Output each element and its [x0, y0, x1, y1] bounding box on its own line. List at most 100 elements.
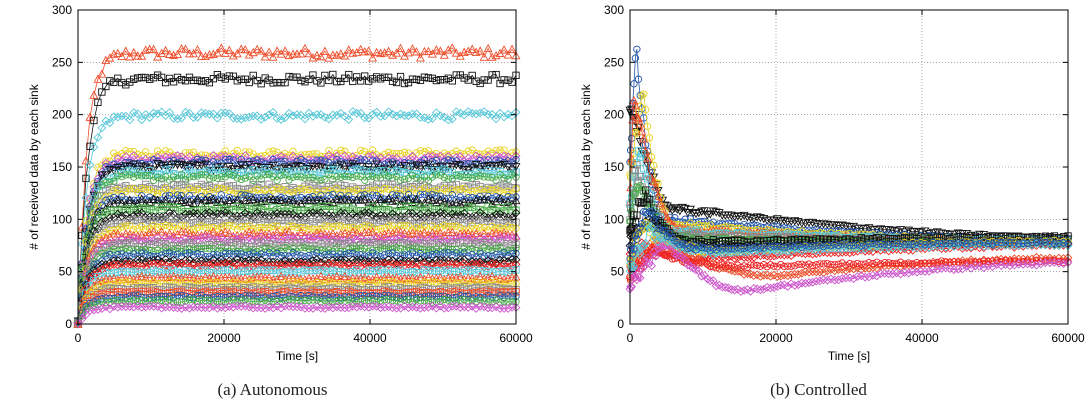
data-point — [630, 80, 638, 88]
data-point — [471, 151, 481, 161]
data-point — [365, 247, 373, 255]
data-point — [289, 73, 297, 81]
data-point — [655, 198, 665, 207]
data-point — [720, 253, 730, 263]
data-point — [357, 251, 365, 259]
data-point — [121, 229, 131, 238]
data-point — [443, 260, 453, 270]
data-point — [472, 278, 480, 286]
data-point — [102, 229, 110, 237]
data-point — [435, 228, 445, 237]
data-point — [467, 259, 477, 269]
data-point — [344, 162, 354, 171]
data-point — [193, 112, 202, 122]
data-point — [508, 78, 516, 86]
data-point — [221, 168, 229, 176]
data-point — [329, 284, 337, 292]
data-point — [269, 203, 277, 212]
data-point — [361, 191, 369, 199]
data-point — [420, 156, 429, 164]
data-point — [177, 226, 186, 236]
data-point — [464, 183, 472, 191]
data-point — [301, 241, 309, 249]
data-point — [408, 228, 417, 237]
data-point — [137, 208, 147, 218]
data-point — [321, 71, 329, 80]
data-point — [161, 161, 171, 170]
data-point — [213, 174, 222, 182]
data-point — [105, 213, 115, 223]
data-point — [357, 298, 365, 306]
data-point — [380, 245, 389, 253]
data-point — [372, 298, 381, 306]
data-point — [860, 225, 870, 234]
data-point — [392, 195, 401, 204]
data-point — [253, 185, 261, 194]
data-point — [634, 123, 643, 133]
x-axis-label: Time [s] — [276, 349, 318, 363]
data-point — [416, 224, 425, 233]
data-point — [424, 203, 433, 212]
data-point — [733, 253, 743, 263]
data-point — [424, 247, 433, 255]
x-tick-label: 20000 — [207, 331, 241, 345]
data-point — [488, 71, 496, 79]
data-point — [157, 180, 166, 188]
data-point — [819, 235, 828, 243]
data-point — [471, 259, 481, 269]
data-point — [633, 161, 641, 169]
data-point — [408, 171, 417, 180]
data-point — [169, 298, 178, 306]
data-point — [317, 79, 325, 87]
data-point — [384, 46, 394, 55]
data-point — [309, 218, 317, 226]
data-point — [365, 77, 373, 85]
data-point — [145, 259, 155, 269]
data-point — [232, 48, 242, 58]
data-point — [353, 290, 361, 298]
data-point — [416, 289, 425, 297]
data-point — [384, 73, 393, 81]
data-point — [133, 208, 143, 218]
data-point — [138, 287, 146, 296]
data-point — [217, 169, 225, 177]
data-point — [277, 268, 285, 277]
data-point — [86, 209, 94, 217]
data-point — [161, 221, 170, 229]
data-point — [325, 186, 333, 195]
data-point — [452, 279, 460, 287]
data-point — [185, 173, 194, 181]
data-point — [340, 165, 350, 174]
data-point — [280, 113, 290, 123]
data-point — [349, 77, 357, 86]
data-point — [102, 299, 110, 307]
data-point — [456, 172, 464, 181]
data-point — [440, 173, 448, 182]
data-point — [467, 164, 477, 173]
data-point — [316, 110, 326, 120]
data-point — [380, 167, 389, 175]
data-point — [392, 186, 401, 194]
data-point — [328, 228, 338, 238]
data-point — [388, 149, 397, 158]
data-point — [288, 233, 298, 243]
data-point — [122, 206, 130, 214]
data-point — [269, 222, 277, 231]
data-point — [507, 44, 517, 53]
data-point — [460, 244, 468, 253]
data-point — [400, 246, 409, 254]
data-point — [320, 46, 330, 55]
data-point — [281, 244, 289, 252]
data-point — [240, 44, 250, 54]
data-point — [372, 198, 382, 207]
data-point — [173, 175, 182, 183]
data-point — [420, 73, 429, 81]
data-point — [101, 55, 111, 64]
data-point — [476, 172, 484, 180]
data-point — [161, 217, 170, 225]
data-point — [301, 166, 309, 174]
data-point — [86, 302, 94, 310]
data-point — [423, 194, 433, 203]
data-point — [244, 112, 254, 122]
data-point — [126, 148, 134, 156]
